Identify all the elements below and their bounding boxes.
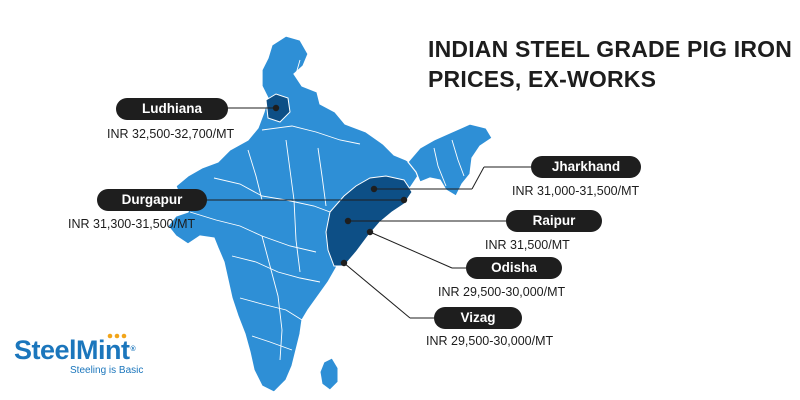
sri-lanka bbox=[319, 357, 339, 391]
logo-brand-name: SteelMint bbox=[14, 335, 130, 365]
label-vizag: Vizag bbox=[434, 307, 522, 329]
marker-odisha bbox=[366, 228, 374, 236]
connector-lines bbox=[185, 107, 531, 319]
northeast-region bbox=[407, 123, 493, 197]
logo-registered-mark: ® bbox=[130, 346, 136, 353]
marker-jharkhand bbox=[370, 185, 378, 193]
label-ludhiana: Ludhiana bbox=[116, 98, 228, 120]
label-durgapur: Durgapur bbox=[97, 189, 207, 211]
marker-durgapur bbox=[400, 196, 408, 204]
logo-brand-text: SteelMint® bbox=[14, 336, 143, 364]
marker-raipur bbox=[344, 217, 352, 225]
marker-vizag bbox=[340, 259, 348, 267]
india-mainland bbox=[167, 35, 419, 393]
title-line-1: INDIAN STEEL GRADE PIG IRON bbox=[428, 36, 793, 62]
page-title: INDIAN STEEL GRADE PIG IRON PRICES, EX-W… bbox=[428, 34, 793, 94]
marker-ludhiana bbox=[272, 104, 280, 112]
price-raipur: INR 31,500/MT bbox=[485, 238, 570, 252]
label-odisha: Odisha bbox=[466, 257, 562, 279]
title-line-2: PRICES, EX-WORKS bbox=[428, 66, 657, 92]
price-odisha: INR 29,500-30,000/MT bbox=[438, 285, 566, 299]
label-raipur: Raipur bbox=[506, 210, 602, 232]
steelmint-logo: SteelMint® Steeling is Basic bbox=[14, 333, 144, 376]
logo-tagline: Steeling is Basic bbox=[70, 365, 144, 376]
label-jharkhand: Jharkhand bbox=[531, 156, 641, 178]
price-durgapur: INR 31,300-31,500/MT bbox=[68, 217, 196, 231]
price-jharkhand: INR 31,000-31,500/MT bbox=[512, 184, 640, 198]
price-ludhiana: INR 32,500-32,700/MT bbox=[107, 127, 235, 141]
location-markers bbox=[272, 104, 408, 267]
logo-dots-icon bbox=[107, 333, 127, 339]
state-borders bbox=[189, 59, 465, 361]
price-vizag: INR 29,500-30,000/MT bbox=[426, 334, 554, 348]
